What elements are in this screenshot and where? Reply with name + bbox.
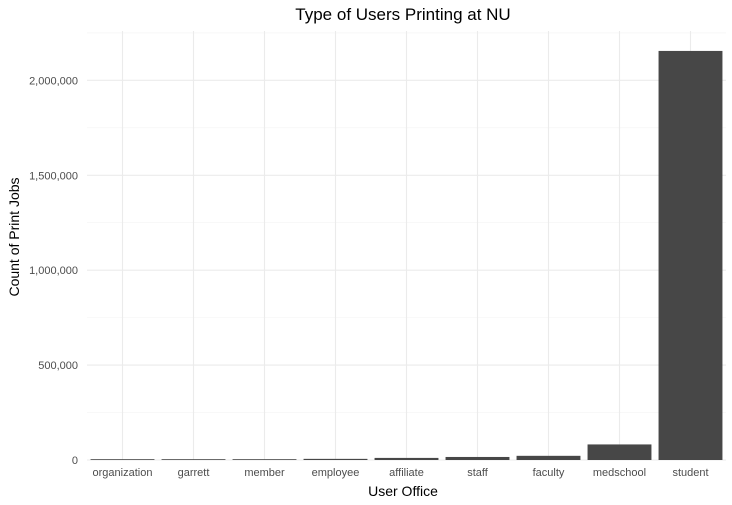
- chart-title: Type of Users Printing at NU: [295, 5, 510, 24]
- y-tick-label: 1,500,000: [29, 170, 78, 182]
- x-tick-label: affiliate: [389, 467, 424, 479]
- y-axis-ticks: 0 500,000 1,000,000 1,500,000 2,000,000: [29, 75, 78, 467]
- x-tick-label: organization: [93, 467, 153, 479]
- y-axis-title: Count of Print Jobs: [6, 177, 22, 296]
- bar-student: [658, 50, 723, 460]
- bar-garrett: [161, 459, 226, 460]
- x-tick-label: medschool: [593, 467, 646, 479]
- bar-employee: [303, 458, 368, 460]
- bar-organization: [90, 459, 155, 460]
- bar-staff: [445, 456, 510, 460]
- x-axis-ticks: organization garrett member employee affilia…: [93, 467, 709, 479]
- x-axis-title: User Office: [368, 483, 438, 499]
- x-tick-label: faculty: [533, 467, 565, 479]
- x-tick-label: staff: [467, 467, 489, 479]
- x-tick-label: student: [672, 467, 708, 479]
- x-tick-label: garrett: [178, 467, 210, 479]
- x-tick-label: member: [244, 467, 285, 479]
- y-tick-label: 1,000,000: [29, 265, 78, 277]
- y-tick-label: 500,000: [38, 360, 78, 372]
- y-tick-label: 2,000,000: [29, 75, 78, 87]
- bar-affiliate: [374, 457, 439, 460]
- bar-medschool: [587, 444, 652, 460]
- bars: [90, 50, 723, 460]
- x-tick-label: employee: [312, 467, 360, 479]
- grid-lines: [87, 31, 726, 461]
- bar-member: [232, 459, 297, 460]
- y-tick-label: 0: [72, 455, 78, 467]
- bar-faculty: [516, 455, 581, 460]
